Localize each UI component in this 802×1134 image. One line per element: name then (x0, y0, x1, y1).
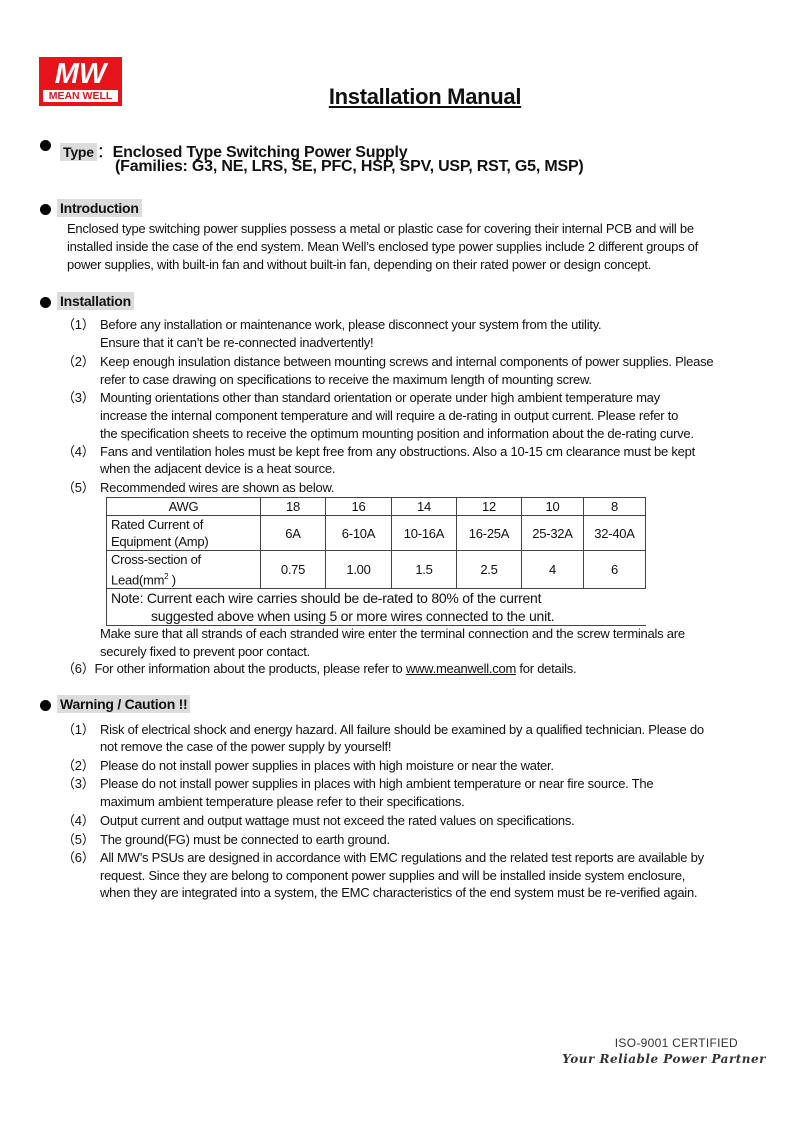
table-row-current: Rated Current of Equipment (Amp) 6A 6-10A… (106, 515, 646, 551)
meanwell-link[interactable]: www.meanwell.com (405, 661, 517, 676)
iso-certified: ISO-9001 CERTIFIED (614, 1036, 738, 1050)
table-cell: 2.5 (456, 549, 522, 590)
table-cell: 4 (521, 549, 584, 590)
logo-mark: MW (54, 58, 107, 90)
table-row-awg: AWG 18 16 14 12 10 8 (106, 497, 646, 516)
item-number: （4） (62, 444, 95, 459)
table-cell: 32-40A (583, 515, 646, 551)
introduction-line: power supplies, with built-in fan and wi… (67, 257, 652, 272)
table-cell: 6 (583, 549, 646, 590)
item-line: when they are integrated into a system, … (100, 885, 698, 900)
table-cell: 6A (260, 515, 326, 551)
table-cell: 1.00 (325, 549, 392, 590)
page-title: Installation Manual (328, 84, 522, 109)
item-number: （2） (62, 758, 95, 773)
table-cell: 10-16A (391, 515, 457, 551)
table-cell: 14 (391, 497, 457, 516)
item-line: The ground(FG) must be connected to eart… (100, 832, 390, 847)
table-row-note: Note: Current each wire carries should b… (106, 588, 646, 627)
table-header: AWG (106, 497, 261, 516)
item-line: when the adjacent device is a heat sourc… (100, 461, 336, 476)
bullet-icon (40, 204, 51, 215)
item-line: Output current and output wattage must n… (100, 813, 575, 828)
item-number: （3） (62, 390, 95, 405)
logo-text: MEAN WELL (43, 90, 118, 102)
bullet-icon (40, 700, 51, 711)
item-line: maximum ambient temperature please refer… (100, 794, 465, 809)
item-line: All MW’s PSUs are designed in accordance… (100, 850, 704, 865)
table-cell: 0.75 (260, 549, 326, 590)
item-line: Mounting orientations other than standar… (100, 390, 660, 405)
bullet-icon (40, 140, 51, 151)
type-label: Type (60, 143, 97, 161)
wire-table: AWG 18 16 14 12 10 8 Rated Current of Equ… (106, 497, 646, 627)
table-cell: 8 (583, 497, 646, 516)
item-number: （4） (62, 813, 95, 828)
type-families: (Families: G3, NE, LRS, SE, PFC, HSP, SP… (115, 158, 584, 175)
mean-well-logo: MW MEAN WELL (39, 57, 122, 106)
item-line: the specification sheets to receive the … (100, 426, 694, 441)
item-line: Fans and ventilation holes must be kept … (100, 444, 695, 459)
table-cell: 25-32A (521, 515, 584, 551)
introduction-heading: Introduction (57, 199, 142, 217)
item-line: not remove the case of the power supply … (100, 739, 392, 754)
table-cell: 16-25A (456, 515, 522, 551)
table-row-cross-section: Cross-section of Lead(mm2 ) 0.75 1.00 1.5… (106, 549, 646, 590)
item-line: Risk of electrical shock and energy haza… (100, 722, 704, 737)
bullet-icon (40, 297, 51, 308)
item-number: （2） (62, 354, 95, 369)
type-line1: Enclosed Type Switching Power Supply (112, 144, 408, 161)
item-line: Please do not install power supplies in … (100, 758, 554, 773)
introduction-line: Enclosed type switching power supplies p… (67, 221, 694, 236)
table-row-label: Rated Current of Equipment (Amp) (106, 515, 261, 551)
type-section: Type ：Enclosed Type Switching Power Suppl… (60, 138, 408, 162)
item-number: （1） (62, 722, 95, 737)
item-line: increase the internal component temperat… (100, 408, 679, 423)
item-line: Please do not install power supplies in … (100, 776, 654, 791)
item-number: （6） (62, 850, 95, 865)
item-line: Before any installation or maintenance w… (100, 317, 602, 332)
item-line: Recommended wires are shown as below. (100, 480, 335, 495)
after-table-line: Make sure that all strands of each stran… (100, 626, 685, 641)
item-line: Keep enough insulation distance between … (100, 354, 714, 369)
table-row-label: Cross-section of Lead(mm2 ) (106, 549, 261, 590)
item-number: （3） (62, 776, 95, 791)
installation-heading: Installation (57, 292, 134, 310)
item-number: （1） (62, 317, 95, 332)
item-number: （5） (62, 480, 95, 495)
item-line: Ensure that it can’t be re-connected ina… (100, 335, 374, 350)
table-cell: 10 (521, 497, 584, 516)
table-cell: 6-10A (325, 515, 392, 551)
slogan: Your Reliable Power Partner (562, 1052, 766, 1066)
item-line: request. Since they are belong to compon… (100, 868, 686, 883)
warning-heading: Warning / Caution !! (57, 695, 191, 713)
item-line: refer to case drawing on specifications … (100, 372, 592, 387)
table-note: Note: Current each wire carries should b… (106, 588, 646, 627)
table-cell: 18 (260, 497, 326, 516)
item-number: （5） (62, 832, 95, 847)
table-cell: 12 (456, 497, 522, 516)
type-separator: ： (96, 144, 113, 161)
introduction-line: installed inside the case of the end sys… (67, 239, 699, 254)
installation-item-6: （6）For other information about the produ… (62, 661, 577, 676)
table-cell: 1.5 (391, 549, 457, 590)
after-table-line: securely fixed to prevent poor contact. (100, 644, 310, 659)
table-cell: 16 (325, 497, 392, 516)
